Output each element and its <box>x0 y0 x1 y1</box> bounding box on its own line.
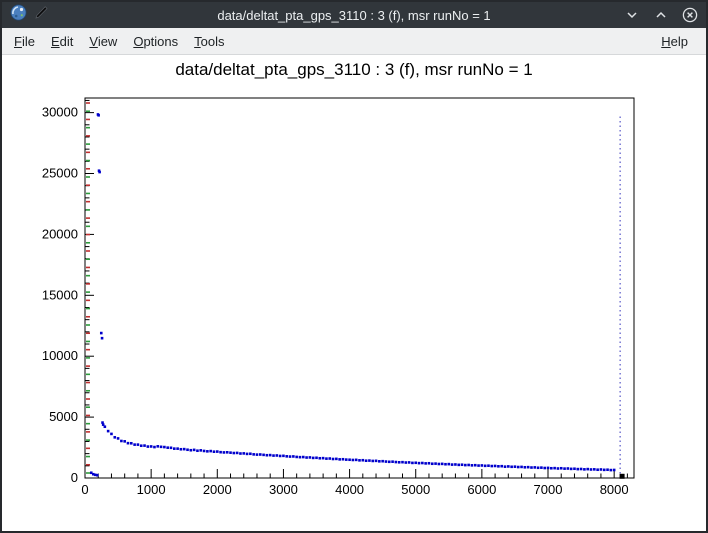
svg-text:4000: 4000 <box>335 482 364 497</box>
chevron-down-icon <box>627 12 637 19</box>
y-tick-labels: 0 5000 10000 15000 20000 25000 30000 <box>42 105 78 485</box>
close-button[interactable] <box>682 7 698 23</box>
menu-item-tools[interactable]: Tools <box>194 33 225 49</box>
plot-frame <box>84 97 635 479</box>
plot-title: data/deltat_pta_gps_3110 : 3 (f), msr ru… <box>175 60 533 79</box>
window-title: data/deltat_pta_gps_3110 : 3 (f), msr ru… <box>217 7 491 23</box>
titlebar[interactable]: data/deltat_pta_gps_3110 : 3 (f), msr ru… <box>2 2 706 28</box>
axis-ticks <box>84 99 628 479</box>
svg-text:2000: 2000 <box>203 482 232 497</box>
svg-text:0: 0 <box>71 470 78 485</box>
svg-text:25000: 25000 <box>42 166 78 181</box>
circle-close-icon <box>682 7 698 23</box>
menu-item-help[interactable]: Help <box>661 33 688 49</box>
data-points <box>89 113 616 477</box>
minimize-button[interactable] <box>624 7 640 23</box>
window-controls <box>624 7 698 23</box>
svg-text:1000: 1000 <box>137 482 166 497</box>
svg-text:20000: 20000 <box>42 226 78 241</box>
menu-item-view[interactable]: View <box>89 33 118 49</box>
pencil-icon <box>33 4 50 26</box>
menu-item-options[interactable]: Options <box>133 33 179 49</box>
svg-text:3000: 3000 <box>269 482 298 497</box>
root-logo-icon <box>10 4 27 26</box>
svg-text:0: 0 <box>81 482 88 497</box>
chevron-up-icon <box>656 11 666 18</box>
plot-svg[interactable]: 0 1000 2000 3000 4000 5000 6000 7000 8000 0 5000 10… <box>2 55 706 531</box>
svg-text:5000: 5000 <box>401 482 430 497</box>
axis-color-dashes <box>86 102 90 474</box>
svg-text:6000: 6000 <box>467 482 496 497</box>
root-canvas[interactable]: data/deltat_pta_gps_3110 : 3 (f), msr ru… <box>2 55 706 531</box>
titlebar-icons <box>10 4 50 26</box>
menu-item-edit[interactable]: Edit <box>50 33 74 49</box>
svg-text:8000: 8000 <box>600 482 629 497</box>
svg-text:30000: 30000 <box>42 105 78 120</box>
maximize-button[interactable] <box>653 7 669 23</box>
svg-text:15000: 15000 <box>42 287 78 302</box>
menubar: File Edit View Options Tools Help <box>2 28 706 55</box>
svg-text:7000: 7000 <box>534 482 563 497</box>
end-bin-marker <box>619 473 625 479</box>
svg-text:5000: 5000 <box>49 409 78 424</box>
svg-text:10000: 10000 <box>42 348 78 363</box>
x-tick-labels: 0 1000 2000 3000 4000 5000 6000 7000 8000 <box>81 482 628 497</box>
menu-item-file[interactable]: File <box>14 33 35 49</box>
